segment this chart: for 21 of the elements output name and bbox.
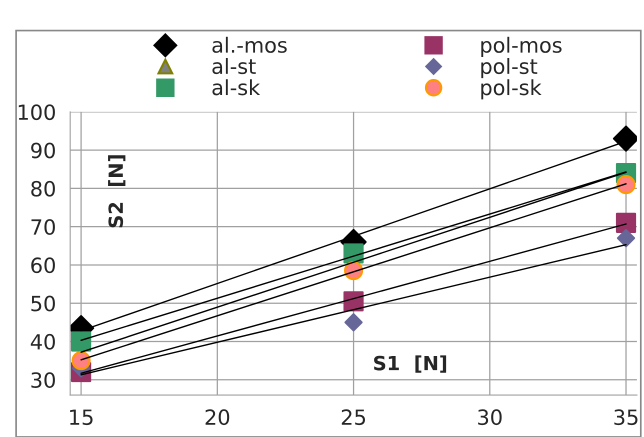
y-tick-label: 100 (18, 104, 55, 120)
legend-label: pol-sk (481, 79, 542, 100)
x-axis-title: S1 [N] (374, 355, 446, 373)
legend-label: pol-st (481, 58, 538, 78)
y-axis-title: S2 [N] (108, 155, 126, 228)
legend-label: al-st (212, 58, 256, 74)
y-tick-label: 90 (31, 142, 55, 158)
legend-label: al-sk (212, 79, 260, 96)
y-tick-label: 30 (31, 372, 55, 388)
y-tick-label: 60 (31, 257, 55, 274)
legend-label: pol-mos (481, 36, 562, 57)
y-tick-label: 80 (31, 180, 55, 197)
x-tick-label: 25 (342, 409, 365, 426)
x-tick-label: 35 (614, 409, 638, 426)
y-tick-label: 50 (31, 296, 55, 312)
x-tick-label: 30 (478, 409, 502, 426)
legend-label: al.-mos (212, 36, 287, 53)
x-tick-label: 20 (206, 409, 230, 426)
y-tick-label: 70 (32, 219, 55, 235)
x-tick-label: 15 (70, 410, 93, 426)
y-tick-label: 40 (30, 334, 55, 350)
